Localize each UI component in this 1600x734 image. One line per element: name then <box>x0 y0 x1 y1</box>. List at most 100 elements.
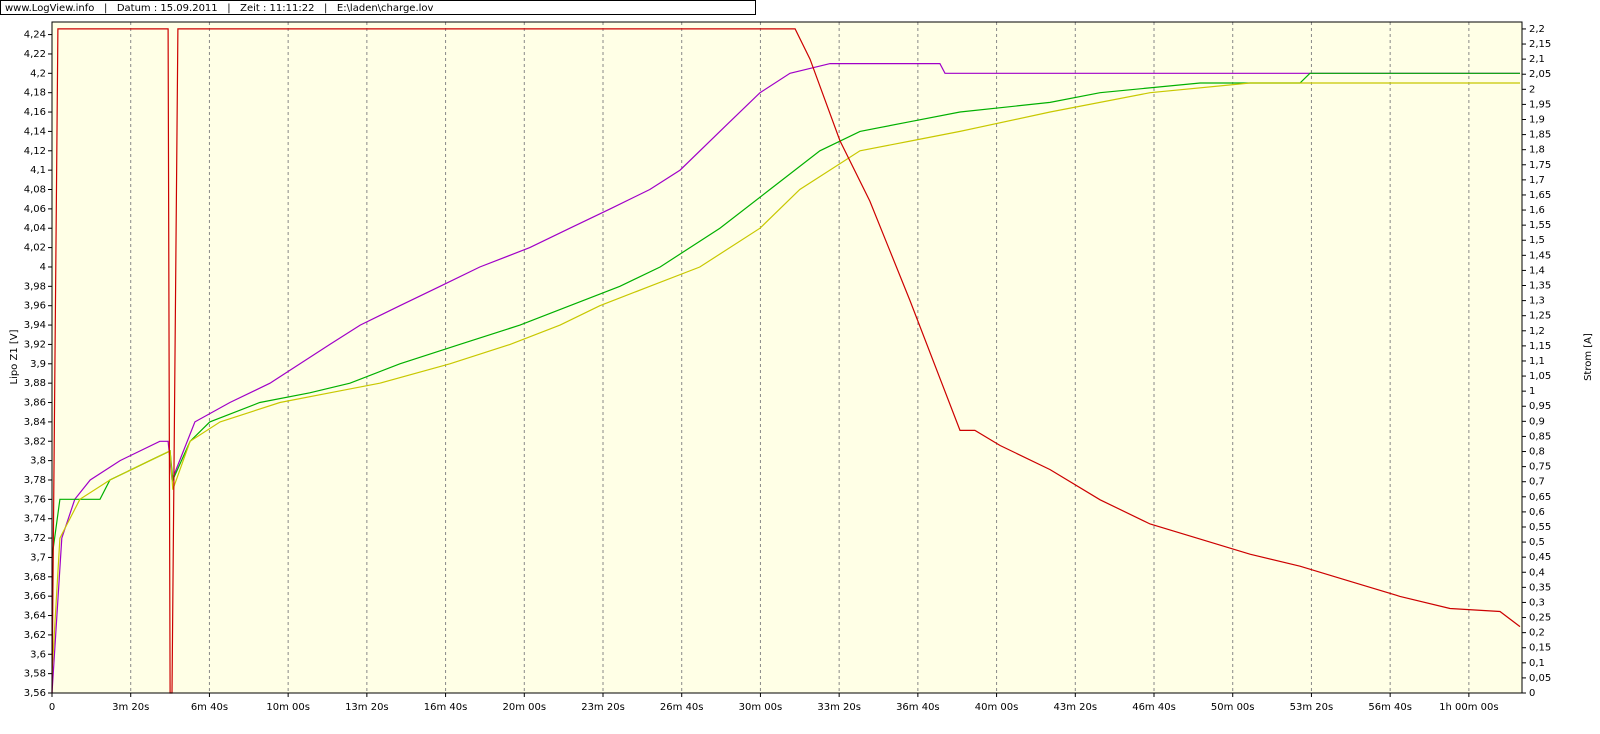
y2-tick-label: 1,7 <box>1529 175 1545 186</box>
y-tick-label: 3,62 <box>24 630 46 641</box>
y-tick-label: 4,2 <box>30 68 46 79</box>
y-tick-label: 3,88 <box>24 378 46 389</box>
y2-tick-label: 1,1 <box>1529 356 1545 367</box>
y-tick-label: 3,7 <box>30 552 46 563</box>
y2-tick-label: 0,05 <box>1529 673 1551 684</box>
y2-tick-label: 2,15 <box>1529 39 1551 50</box>
y2-axis-label: Strom [A] <box>1583 333 1594 381</box>
y2-tick-label: 0,15 <box>1529 643 1551 654</box>
y2-tick-label: 0,6 <box>1529 507 1545 518</box>
x-tick-label: 13m 20s <box>345 702 389 713</box>
x-tick-label: 40m 00s <box>975 702 1019 713</box>
y-tick-label: 3,92 <box>24 339 46 350</box>
y-tick-label: 3,6 <box>30 649 46 660</box>
y2-tick-label: 2,05 <box>1529 69 1551 80</box>
y-tick-label: 4,18 <box>24 88 46 99</box>
y2-tick-label: 0,3 <box>1529 597 1545 608</box>
y2-tick-label: 0,5 <box>1529 537 1545 548</box>
y-tick-label: 4,02 <box>24 243 46 254</box>
y-tick-label: 3,72 <box>24 533 46 544</box>
x-tick-label: 10m 00s <box>266 702 310 713</box>
plot-frame <box>51 21 1523 694</box>
data-line <box>51 62 1520 694</box>
y2-tick-label: 0,2 <box>1529 628 1545 639</box>
y2-tick-label: 1,85 <box>1529 130 1551 141</box>
x-tick-label: 1h 00m 00s <box>1439 702 1498 713</box>
y2-tick-label: 1,5 <box>1529 235 1545 246</box>
y2-tick-label: 1,05 <box>1529 371 1551 382</box>
y2-tick-label: 0,45 <box>1529 552 1551 563</box>
y2-tick-label: 1,95 <box>1529 99 1551 110</box>
y-tick-label: 3,8 <box>30 456 46 467</box>
y-tick-label: 4,12 <box>24 146 46 157</box>
y-tick-label: 3,82 <box>24 436 46 447</box>
y2-tick-label: 0,25 <box>1529 613 1551 624</box>
x-tick-label: 23m 20s <box>581 702 625 713</box>
y-axis-label: Lipo Z1 [V] <box>9 329 20 384</box>
y2-tick-label: 1,65 <box>1529 190 1551 201</box>
y2-tick-label: 1,4 <box>1529 265 1545 276</box>
y2-tick-label: 1,2 <box>1529 326 1545 337</box>
y-tick-label: 4,14 <box>24 126 46 137</box>
y2-tick-label: 1,3 <box>1529 296 1545 307</box>
y-tick-label: 4,04 <box>24 223 46 234</box>
y2-tick-label: 0,65 <box>1529 492 1551 503</box>
y2-tick-label: 1 <box>1529 386 1535 397</box>
y-tick-label: 3,56 <box>24 688 46 699</box>
y-tick-label: 3,86 <box>24 398 46 409</box>
y-tick-label: 4,1 <box>30 165 46 176</box>
x-tick-label: 6m 40s <box>191 702 228 713</box>
y2-tick-label: 0,35 <box>1529 582 1551 593</box>
y2-tick-label: 0,9 <box>1529 416 1545 427</box>
y-tick-label: 3,58 <box>24 669 46 680</box>
x-tick-label: 53m 20s <box>1290 702 1334 713</box>
y2-tick-label: 0,4 <box>1529 567 1545 578</box>
y-tick-label: 4,24 <box>24 30 46 41</box>
x-tick-label: 3m 20s <box>112 702 149 713</box>
y2-tick-label: 1,25 <box>1529 311 1551 322</box>
y-tick-label: 3,96 <box>24 301 46 312</box>
y2-tick-label: 1,8 <box>1529 145 1545 156</box>
y-tick-label: 3,94 <box>24 320 46 331</box>
plot-area <box>52 22 1522 693</box>
x-tick-label: 33m 20s <box>817 702 861 713</box>
y-tick-label: 4,08 <box>24 185 46 196</box>
y-tick-label: 3,68 <box>24 572 46 583</box>
y-tick-label: 3,76 <box>24 494 46 505</box>
header: www.LogView.info | Datum : 15.09.2011 | … <box>0 0 756 15</box>
y2-tick-label: 2,2 <box>1529 24 1545 35</box>
y-tick-label: 4,16 <box>24 107 46 118</box>
y2-tick-label: 1,45 <box>1529 250 1551 261</box>
x-tick-label: 30m 00s <box>739 702 783 713</box>
y2-tick-label: 0,75 <box>1529 462 1551 473</box>
y2-tick-label: 0,55 <box>1529 522 1551 533</box>
x-tick-label: 16m 40s <box>424 702 468 713</box>
y-tick-label: 3,84 <box>24 417 46 428</box>
y2-tick-label: 0,85 <box>1529 431 1551 442</box>
y2-tick-label: 0,8 <box>1529 447 1545 458</box>
y-tick-label: 3,78 <box>24 475 46 486</box>
y-tick-label: 3,64 <box>24 611 46 622</box>
y2-tick-label: 0,1 <box>1529 658 1545 669</box>
y2-tick-label: 1,55 <box>1529 220 1551 231</box>
y2-tick-label: 0 <box>1529 688 1535 699</box>
x-tick-label: 46m 40s <box>1132 702 1176 713</box>
x-tick-label: 20m 00s <box>502 702 546 713</box>
y2-tick-label: 0,7 <box>1529 477 1545 488</box>
y-tick-label: 4 <box>40 262 46 273</box>
y2-tick-label: 1,75 <box>1529 160 1551 171</box>
data-line <box>51 82 1520 674</box>
y2-tick-label: 1,35 <box>1529 281 1551 292</box>
x-tick-label: 50m 00s <box>1211 702 1255 713</box>
y-tick-label: 3,98 <box>24 281 46 292</box>
y-tick-label: 4,06 <box>24 204 46 215</box>
y-tick-label: 3,74 <box>24 514 46 525</box>
y2-tick-label: 2 <box>1529 84 1535 95</box>
y-tick-label: 4,22 <box>24 49 46 60</box>
y2-tick-label: 2,1 <box>1529 54 1545 65</box>
y2-tick-label: 1,6 <box>1529 205 1545 216</box>
x-tick-label: 43m 20s <box>1053 702 1097 713</box>
y2-tick-label: 1,9 <box>1529 114 1545 125</box>
